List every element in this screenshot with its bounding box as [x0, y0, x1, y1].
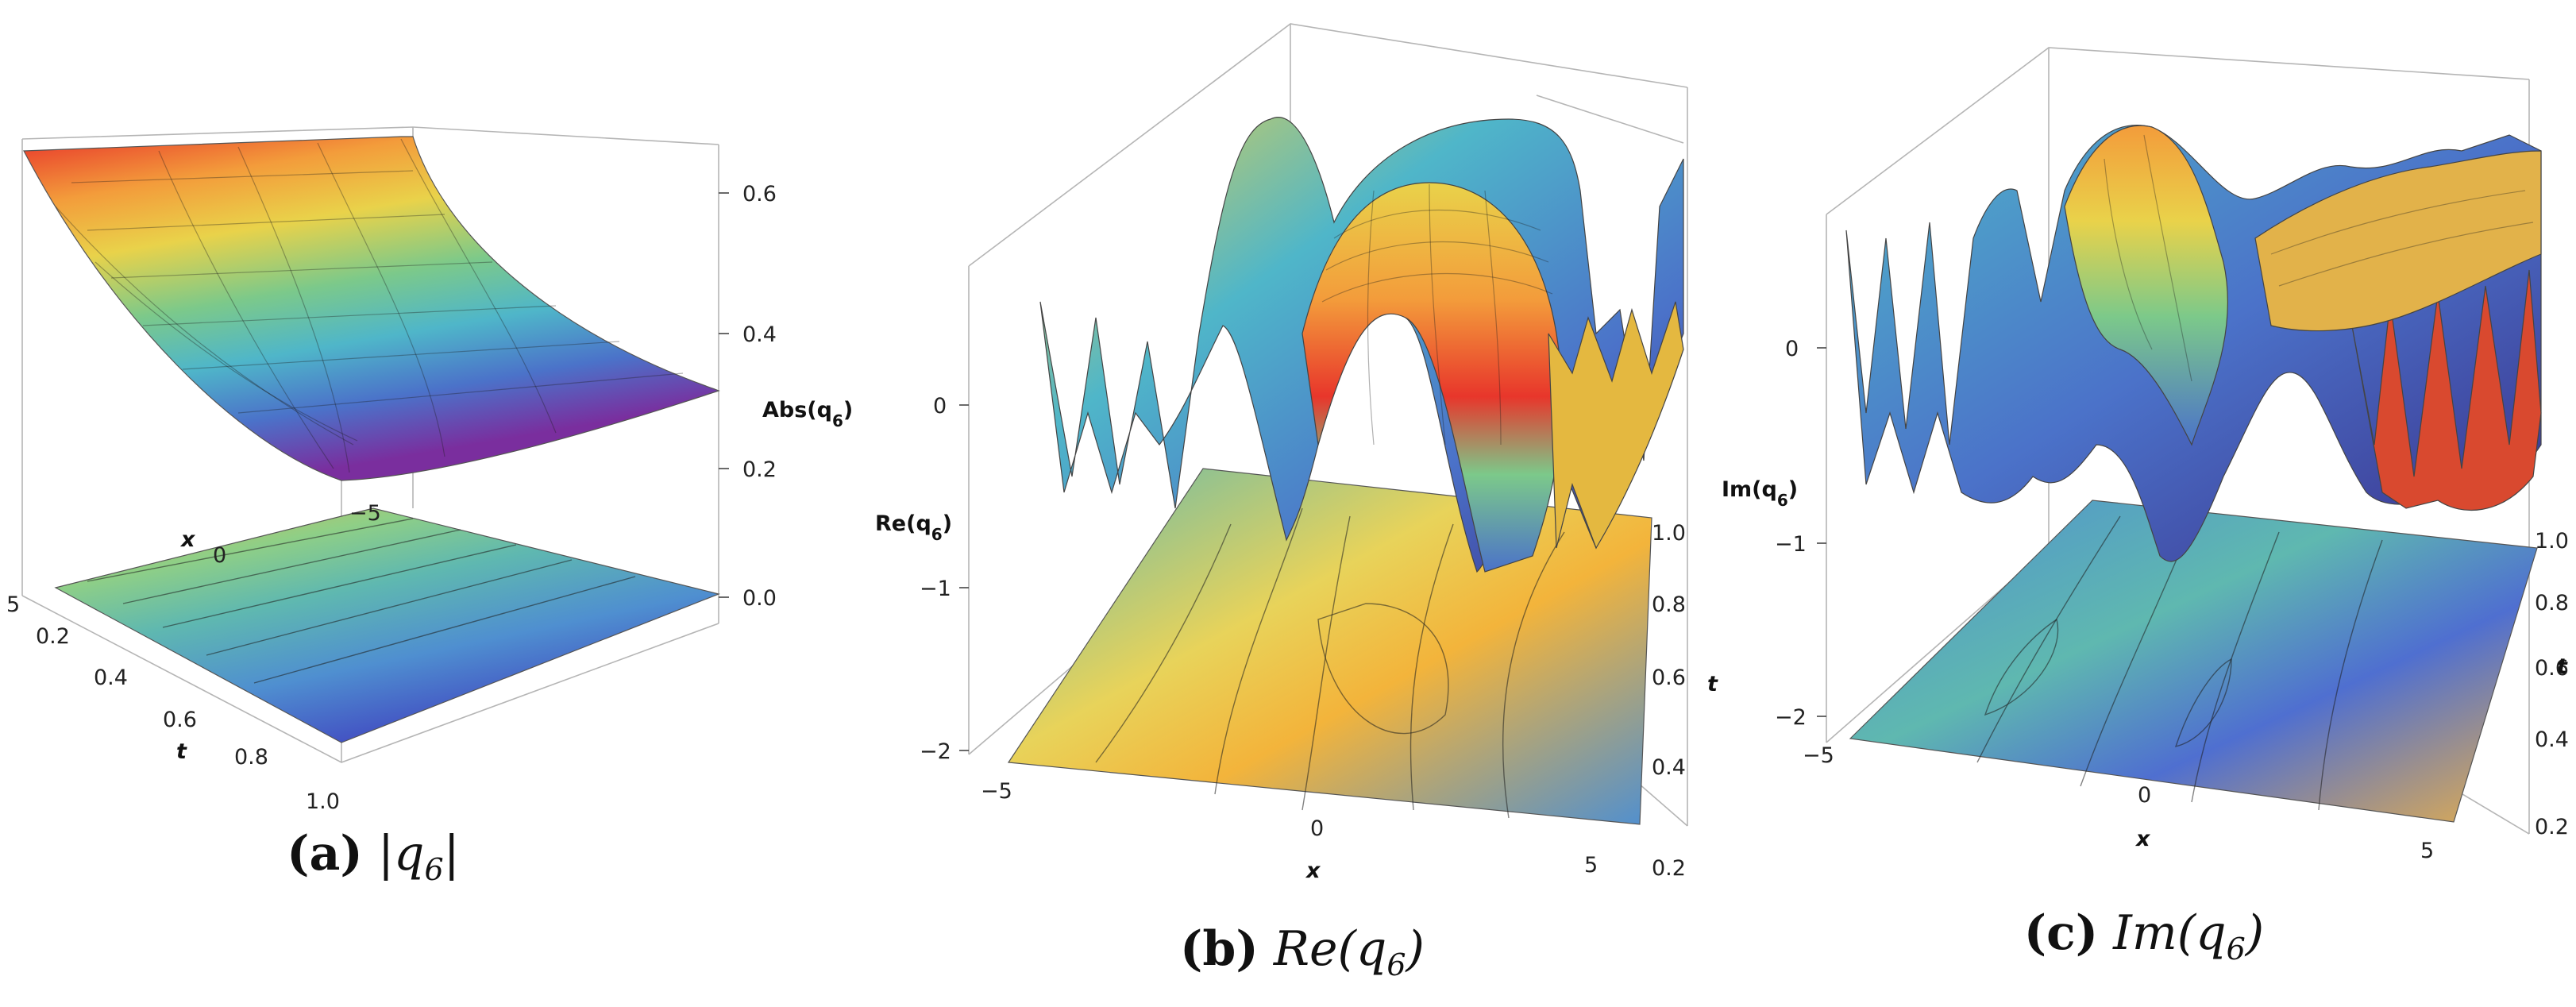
t-tick-label: 0.6: [1652, 666, 1686, 690]
panel-a-contour-floor: [54, 507, 720, 743]
t-tick-label: 0.4: [94, 666, 128, 690]
x-tick-label: −5: [1803, 743, 1834, 768]
t-tick-label: 1.0: [1652, 521, 1686, 546]
panel-a-t-axis: 0.2 0.4 0.6 0.8 1.0 t: [36, 624, 340, 814]
x-tick-label: 0: [213, 543, 226, 568]
panel-c-contour-floor: [1849, 500, 2538, 823]
panel-c-caption: (c) Im(q6): [2023, 905, 2265, 966]
z-tick-label: −1: [1775, 532, 1807, 557]
x-axis-title: x: [179, 527, 196, 552]
t-tick-label: 0.2: [2535, 815, 2569, 839]
panel-c-plot: 0 −1 −2 −5 0 5 x 1.0 0.8 0.6 0.4 0.2 t: [1775, 47, 2569, 863]
t-tick-label: 0.2: [1652, 856, 1686, 881]
x-tick-label: −5: [349, 501, 381, 526]
z-axis-title: Abs(q6): [762, 398, 853, 430]
z-tick-label: 0.0: [742, 586, 777, 611]
z-tick-label: 0.4: [742, 322, 777, 347]
t-tick-label: 0.8: [1652, 592, 1686, 617]
panel-a-plot: 0.6 0.4 0.2 0.0 Abs(q6) 5 0 −5 x 0.2 0.4…: [6, 126, 853, 814]
t-tick-label: 0.6: [163, 708, 197, 732]
z-tick-label: −1: [920, 577, 951, 601]
z-tick-label: −2: [920, 739, 951, 764]
t-tick-label: 0.4: [1652, 755, 1686, 780]
t-tick-label: 1.0: [2535, 529, 2569, 554]
panel-b-x-axis: −5 0 5 x: [981, 779, 1598, 883]
panel-b-plot: 0 −1 −2 Re(q6) −5 0 5 x 1.0 0.8 0.6 0.4 …: [875, 23, 1798, 883]
t-tick-label: 0.8: [234, 745, 268, 770]
z-tick-label: 0.2: [742, 457, 777, 482]
z-tick-label: 0: [933, 394, 947, 419]
panel-a-surface-mesh: [55, 138, 684, 473]
t-tick-label: 1.0: [306, 789, 340, 814]
panel-b-surface: [1039, 117, 1684, 573]
panel-b-contour-lines: [1095, 507, 1565, 819]
panel-c-x-axis: −5 0 5 x: [1803, 743, 2434, 863]
x-axis-title: x: [2134, 827, 2151, 851]
panel-a-caption: (a) |q6|: [287, 826, 460, 887]
panel-c: 0 −1 −2 −5 0 5 x 1.0 0.8 0.6 0.4 0.2 t (…: [1747, 0, 2576, 1007]
x-tick-label: 5: [2420, 839, 2434, 863]
z-tick-label: 0.6: [742, 182, 777, 206]
panel-b-caption: (b) Re(q6): [1180, 921, 1425, 982]
panel-a-x-axis: 5 0 −5 x: [6, 501, 381, 617]
t-tick-label: 0.6: [2535, 656, 2569, 681]
panel-c-surface-mesh: [2104, 134, 2534, 382]
panel-a: 0.6 0.4 0.2 0.0 Abs(q6) 5 0 −5 x 0.2 0.4…: [0, 0, 889, 1007]
z-tick-label: 0: [1785, 337, 1799, 361]
panel-c-surface: [1845, 124, 2542, 562]
x-axis-title: x: [1305, 858, 1321, 883]
z-tick-label: −2: [1775, 705, 1807, 730]
x-tick-label: 5: [1584, 853, 1598, 878]
side-axis-label: Im(q6): [1722, 477, 1798, 510]
t-axis-title: t: [176, 739, 187, 764]
x-tick-label: 0: [2138, 783, 2151, 808]
t-tick-label: 0.8: [2535, 591, 2569, 615]
panel-c-z-axis: 0 −1 −2: [1775, 337, 1826, 730]
panel-c-t-axis: 1.0 0.8 0.6 0.4 0.2 t: [2535, 529, 2569, 839]
x-tick-label: 5: [6, 592, 20, 617]
x-tick-label: 0: [1310, 816, 1324, 841]
t-axis-title: t: [2557, 654, 2568, 679]
t-tick-label: 0.2: [36, 624, 70, 649]
z-axis-title: Re(q6): [875, 511, 952, 544]
panel-b: 0 −1 −2 Re(q6) −5 0 5 x 1.0 0.8 0.6 0.4 …: [858, 0, 1798, 1007]
panel-a-z-axis: 0.6 0.4 0.2 0.0 Abs(q6): [719, 182, 853, 611]
panel-b-t-axis: 1.0 0.8 0.6 0.4 0.2 t Im(q6): [1652, 477, 1798, 881]
panel-b-surface-mesh: [1321, 183, 1553, 446]
panel-a-surface: [23, 136, 720, 481]
t-tick-label: 0.4: [2535, 727, 2569, 752]
panel-c-contour-lines: [1976, 515, 2383, 811]
panel-a-contour-lines: [87, 518, 636, 684]
t-axis-title: t: [1707, 672, 1718, 696]
panel-b-z-axis: 0 −1 −2 Re(q6): [875, 394, 969, 764]
x-tick-label: −5: [981, 779, 1012, 804]
